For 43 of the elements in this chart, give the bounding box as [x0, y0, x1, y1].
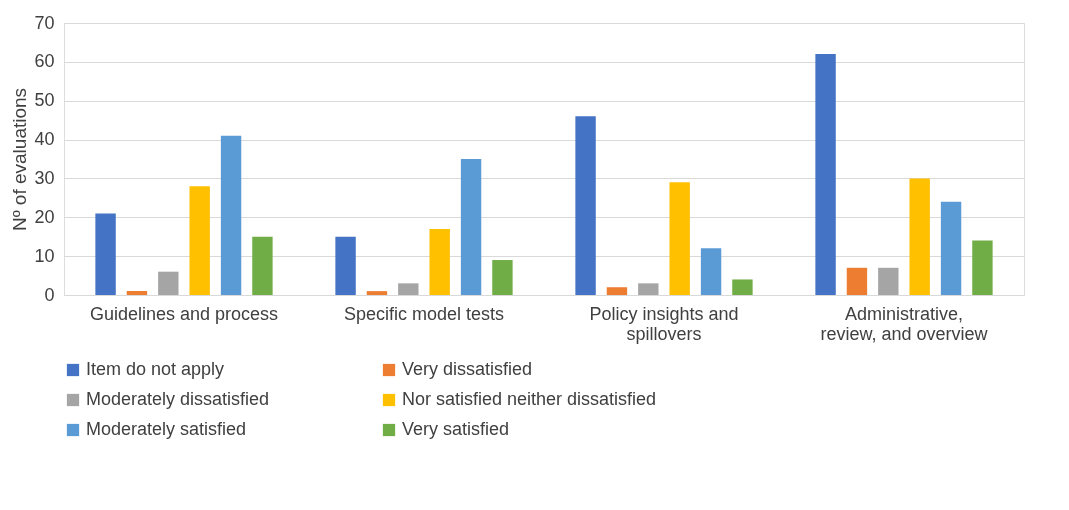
bar	[940, 201, 962, 295]
y-tick-label: 0	[44, 284, 55, 305]
bar	[252, 236, 273, 295]
bar	[335, 236, 356, 295]
x-tick-label: Specific model tests	[343, 303, 505, 324]
bar	[95, 213, 116, 295]
bar	[460, 159, 482, 295]
bar	[398, 283, 419, 295]
legend-label: Moderately dissatisfied	[86, 389, 270, 409]
x-tick-label: Policy insights and spillovers	[589, 303, 739, 344]
legend-label: Very dissatisfied	[402, 359, 533, 379]
legend-label: Item do not apply	[86, 359, 225, 379]
y-tick-label: 20	[34, 206, 55, 227]
legend-label: Nor satisfied neither dissatisfied	[402, 389, 657, 409]
bar	[366, 291, 388, 295]
y-tick-label: 40	[34, 129, 55, 150]
bar	[575, 116, 596, 295]
bar	[492, 260, 513, 295]
bar	[846, 267, 868, 295]
bar	[429, 228, 450, 295]
x-tick-label: Guidelines and process	[89, 303, 279, 324]
bar	[669, 182, 690, 295]
bar	[878, 267, 899, 295]
bar	[126, 291, 148, 295]
bar	[606, 287, 628, 295]
legend-label: Moderately satisfied	[86, 419, 247, 439]
y-tick-label: 70	[34, 12, 55, 33]
bar	[638, 283, 659, 295]
bar	[972, 240, 993, 295]
y-axis-title: Nº of evaluations	[9, 87, 31, 232]
bar	[732, 279, 753, 295]
bar	[189, 186, 210, 295]
y-tick-label: 10	[34, 245, 55, 266]
bar	[909, 178, 930, 295]
legend-label: Very satisfied	[402, 419, 510, 439]
bar	[220, 135, 242, 295]
y-tick-label: 30	[34, 167, 55, 188]
bar	[700, 248, 722, 295]
y-tick-label: 50	[34, 90, 55, 111]
bar	[815, 54, 836, 295]
bar	[158, 271, 179, 295]
x-tick-label: Administrative, review, and overview	[820, 303, 989, 344]
y-tick-label: 60	[34, 51, 55, 72]
